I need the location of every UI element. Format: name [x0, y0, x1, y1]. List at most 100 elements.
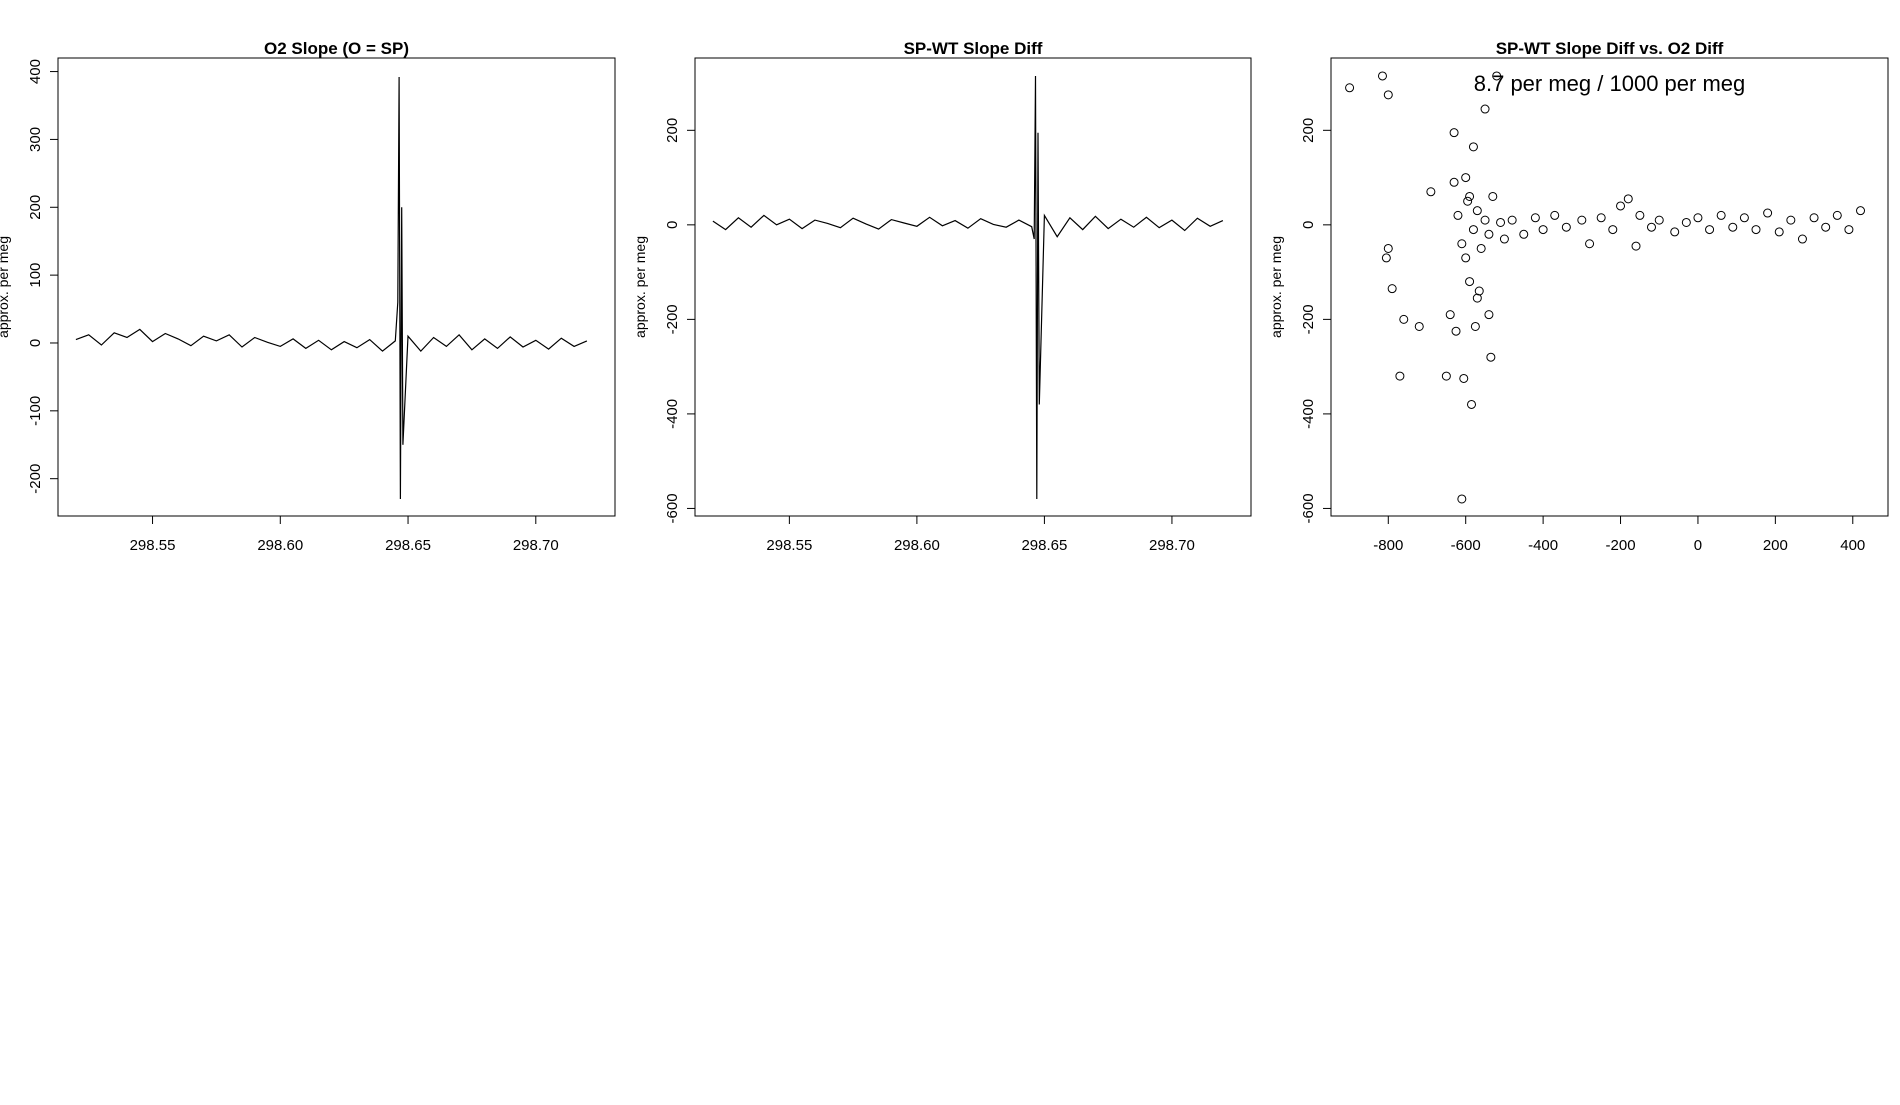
y-tick-label: 0	[1300, 221, 1317, 229]
y-tick-label: 0	[664, 221, 681, 229]
point	[1631, 241, 1641, 251]
y-tick-label: -200	[664, 304, 681, 334]
y-axis-label: approx. per meg	[1268, 236, 1284, 338]
point	[1474, 286, 1484, 296]
point	[1414, 321, 1424, 331]
point	[1426, 187, 1436, 197]
point	[1480, 104, 1490, 114]
point	[1476, 243, 1486, 253]
point	[1507, 215, 1517, 225]
point	[1468, 142, 1478, 152]
point	[1472, 293, 1482, 303]
chart-title: SP-WT Slope Diff	[904, 39, 1043, 58]
plot-frame	[694, 57, 1252, 517]
point	[1844, 225, 1854, 235]
point	[1459, 373, 1469, 383]
point	[1728, 222, 1738, 232]
point	[1774, 227, 1784, 237]
point	[1499, 234, 1509, 244]
point	[1716, 210, 1726, 220]
x-tick-label: 0	[1694, 537, 1702, 554]
chart-title: SP-WT Slope Diff vs. O2 Diff	[1496, 39, 1724, 58]
plot-frame	[57, 57, 616, 517]
point	[1596, 213, 1606, 223]
point	[1377, 71, 1387, 81]
point	[1381, 253, 1391, 263]
x-tick-label: 298.55	[130, 537, 176, 554]
x-tick-label: -800	[1373, 537, 1403, 554]
point	[1739, 213, 1749, 223]
point	[1492, 71, 1502, 81]
point	[1623, 194, 1633, 204]
point	[1345, 83, 1355, 93]
point	[1486, 352, 1496, 362]
point	[1470, 321, 1480, 331]
x-tick-label: -600	[1451, 537, 1481, 554]
point	[1705, 225, 1715, 235]
y-tick-label: -400	[1300, 399, 1317, 429]
x-tick-label: 298.65	[1021, 537, 1067, 554]
point	[1585, 239, 1595, 249]
point	[1484, 229, 1494, 239]
x-tick-label: 298.55	[766, 537, 812, 554]
data-line	[712, 75, 1224, 500]
point	[1832, 210, 1842, 220]
point	[1856, 206, 1866, 216]
plot-frame	[1330, 57, 1889, 517]
point	[1488, 191, 1498, 201]
point	[1441, 371, 1451, 381]
chart-title: O2 Slope (O = SP)	[264, 39, 409, 58]
point	[1465, 277, 1475, 287]
y-tick-label: 400	[27, 59, 44, 84]
y-tick-label: -200	[27, 464, 44, 494]
y-tick-label: -400	[664, 399, 681, 429]
point	[1751, 225, 1761, 235]
y-tick-label: -100	[27, 396, 44, 426]
point	[1519, 229, 1529, 239]
point	[1468, 225, 1478, 235]
point	[1465, 191, 1475, 201]
point	[1635, 210, 1645, 220]
point	[1797, 234, 1807, 244]
point	[1399, 314, 1409, 324]
y-tick-label: -600	[664, 493, 681, 523]
x-tick-label: 298.60	[894, 537, 940, 554]
point	[1550, 210, 1560, 220]
point	[1654, 215, 1664, 225]
point	[1670, 227, 1680, 237]
point	[1484, 310, 1494, 320]
data-line	[75, 76, 588, 500]
y-tick-label: 200	[27, 195, 44, 220]
x-tick-label: 200	[1763, 537, 1788, 554]
point	[1616, 201, 1626, 211]
point	[1608, 225, 1618, 235]
point	[1457, 494, 1467, 504]
x-tick-label: 298.70	[1149, 537, 1195, 554]
y-tick-label: 100	[27, 263, 44, 288]
x-tick-label: 298.65	[385, 537, 431, 554]
point	[1449, 177, 1459, 187]
point	[1461, 253, 1471, 263]
annotation: 8.7 per meg / 1000 per meg	[1474, 71, 1746, 96]
point	[1646, 222, 1656, 232]
point	[1480, 215, 1490, 225]
x-tick-label: 400	[1840, 537, 1865, 554]
point	[1453, 210, 1463, 220]
point	[1383, 90, 1393, 100]
point	[1387, 284, 1397, 294]
point	[1809, 213, 1819, 223]
y-tick-label: 300	[27, 127, 44, 152]
point	[1472, 206, 1482, 216]
point	[1561, 222, 1571, 232]
point	[1461, 173, 1471, 183]
point	[1681, 217, 1691, 227]
x-tick-label: 298.70	[513, 537, 559, 554]
point	[1530, 213, 1540, 223]
y-axis-label: approx. per meg	[0, 236, 11, 338]
point	[1395, 371, 1405, 381]
x-tick-label: 298.60	[257, 537, 303, 554]
point	[1693, 213, 1703, 223]
y-tick-label: 200	[664, 118, 681, 143]
point	[1445, 310, 1455, 320]
